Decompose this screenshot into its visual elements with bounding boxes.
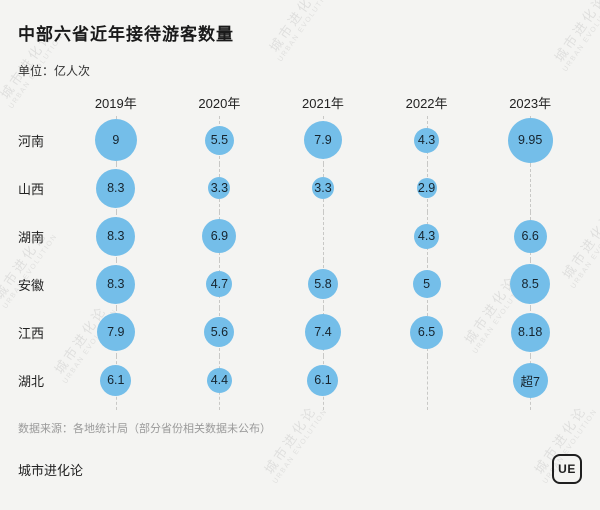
bubble-chart: 2019年 2020年 2021年 2022年 2023年 河南 9 5.5 7.9 4.3 9.…: [18, 87, 582, 410]
value-bubble: 7.9: [96, 313, 135, 351]
chart-cell: 3.3: [271, 164, 375, 212]
value-bubble: 2.9: [416, 178, 437, 198]
value-bubble: 6.5: [410, 315, 444, 349]
chart-cell: 5.8: [271, 260, 375, 308]
year-label: 2022年: [405, 96, 448, 111]
chart-cell: 5: [375, 260, 479, 308]
value-bubble: 5.6: [204, 317, 235, 347]
value-bubble: 9.95: [507, 117, 553, 163]
chart-cell: 6.6: [478, 212, 582, 260]
value-bubble: 8.3: [96, 264, 136, 304]
chart-row: 湖北 6.1 4.4 6.1 超7: [18, 356, 582, 410]
province-label: 山西: [18, 181, 45, 197]
chart-cell: 6.1: [271, 356, 375, 410]
chart-cell: 6.1: [64, 356, 168, 410]
chart-cell: 6.5: [375, 308, 479, 356]
value-bubble: 4.4: [206, 367, 232, 393]
value-bubble: 3.3: [208, 177, 231, 199]
chart-rows: 河南 9 5.5 7.9 4.3 9.95 山西 8.3 3.3 3.3 2.9 湖南 8.3 6.9 4.…: [18, 116, 582, 410]
chart-cell: 4.3: [375, 212, 479, 260]
value-bubble: 超7: [512, 362, 548, 398]
value-bubble: 8.5: [510, 264, 551, 304]
value-bubble: 5: [412, 270, 441, 298]
chart-cell: 2.9: [375, 164, 479, 212]
value-bubble: 6.9: [202, 219, 237, 253]
chart-cell: 7.4: [271, 308, 375, 356]
chart-row: 湖南 8.3 6.9 4.3 6.6: [18, 212, 582, 260]
chart-row: 安徽 8.3 4.7 5.8 5 8.5: [18, 260, 582, 308]
chart-cell: 9: [64, 116, 168, 164]
province-label: 湖南: [18, 229, 45, 245]
value-bubble: 8.18: [510, 312, 550, 352]
chart-cell: 4.3: [375, 116, 479, 164]
value-bubble: 4.7: [206, 271, 233, 297]
chart-row: 山西 8.3 3.3 3.3 2.9: [18, 164, 582, 212]
unit-label: 单位：亿人次: [18, 64, 91, 78]
year-label: 2020年: [198, 96, 241, 111]
chart-cell: [271, 212, 375, 260]
page-title: 中部六省近年接待游客数量: [18, 25, 234, 44]
footer: 城市进化论 UE: [18, 454, 582, 492]
value-bubble: 5.5: [204, 125, 234, 155]
value-bubble: 7.9: [303, 121, 342, 159]
ue-logo: UE: [552, 454, 582, 484]
source-note: 数据来源：各地统计局（部分省份相关数据未公布）: [18, 423, 271, 435]
value-bubble: 6.1: [307, 364, 339, 396]
chart-cell: 7.9: [271, 116, 375, 164]
year-header-row: 2019年 2020年 2021年 2022年 2023年: [18, 87, 582, 116]
chart-cell: 3.3: [168, 164, 272, 212]
chart-cell: [375, 356, 479, 410]
brand-name: 城市进化论: [18, 462, 84, 478]
value-bubble: 4.3: [414, 127, 440, 153]
province-label: 安徽: [18, 277, 45, 293]
chart-cell: 5.5: [168, 116, 272, 164]
value-bubble: 6.1: [100, 364, 132, 396]
chart-cell: 超7: [478, 356, 582, 410]
value-bubble: 6.6: [513, 219, 547, 253]
value-bubble: 9: [94, 119, 137, 161]
value-bubble: 3.3: [311, 177, 334, 199]
value-bubble: 4.3: [414, 223, 440, 249]
value-bubble: 7.4: [304, 314, 341, 350]
province-label: 河南: [18, 133, 45, 149]
chart-cell: 8.5: [478, 260, 582, 308]
province-label: 江西: [18, 325, 45, 341]
chart-cell: 9.95: [478, 116, 582, 164]
chart-cell: 8.3: [64, 164, 168, 212]
chart-row: 河南 9 5.5 7.9 4.3 9.95: [18, 116, 582, 164]
chart-cell: 4.7: [168, 260, 272, 308]
chart-row: 江西 7.9 5.6 7.4 6.5 8.18: [18, 308, 582, 356]
chart-cell: 4.4: [168, 356, 272, 410]
value-bubble: 5.8: [307, 269, 338, 299]
value-bubble: 8.3: [96, 216, 136, 256]
chart-cell: 6.9: [168, 212, 272, 260]
chart-cell: [478, 164, 582, 212]
infographic: 中部六省近年接待游客数量 单位：亿人次 2019年 2020年 2021年 2022年…: [18, 25, 582, 492]
value-bubble: 8.3: [96, 168, 136, 208]
chart-cell: 8.18: [478, 308, 582, 356]
year-label: 2023年: [509, 96, 552, 111]
chart-cell: 7.9: [64, 308, 168, 356]
year-label: 2021年: [302, 96, 344, 111]
chart-cell: 8.3: [64, 260, 168, 308]
chart-cell: 8.3: [64, 212, 168, 260]
province-label: 湖北: [18, 373, 45, 389]
chart-cell: 5.6: [168, 308, 272, 356]
year-label: 2019年: [94, 96, 137, 111]
